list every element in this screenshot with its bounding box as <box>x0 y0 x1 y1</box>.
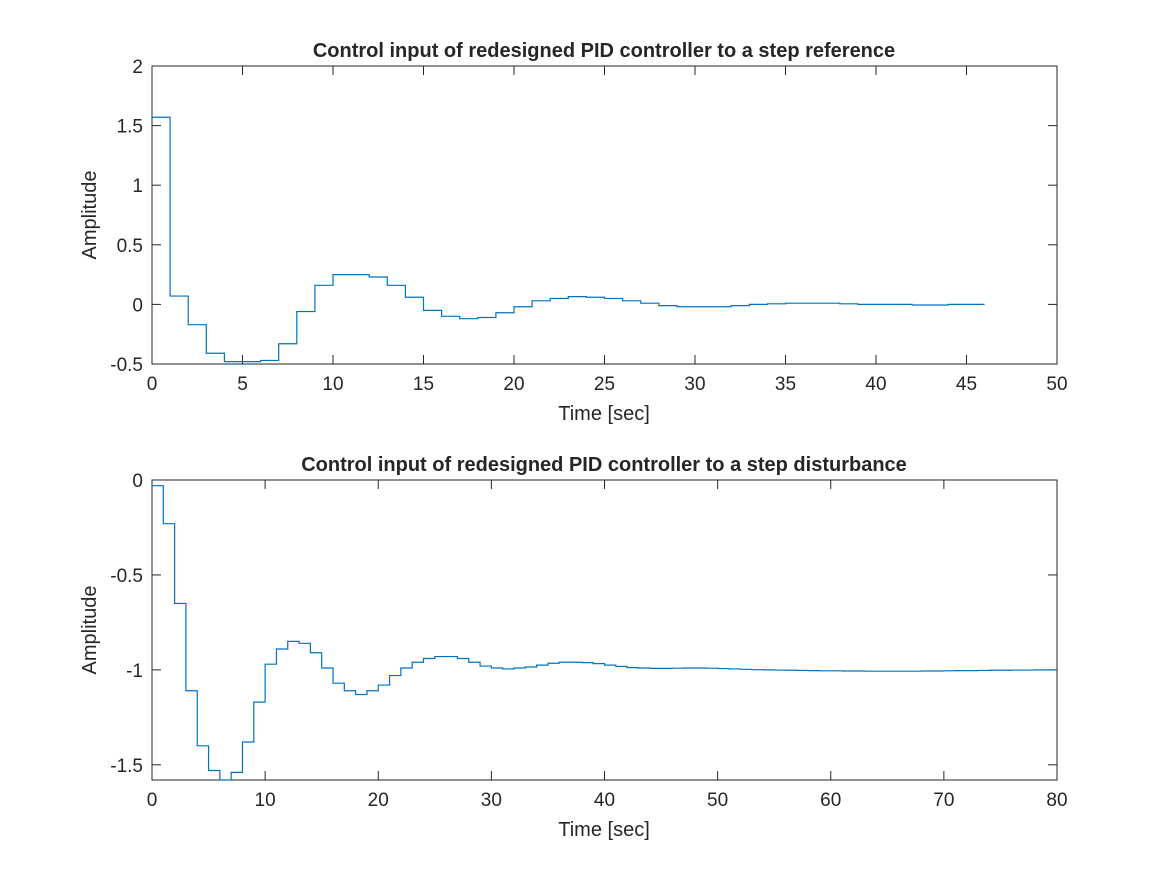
x-tick-label: 50 <box>1046 374 1067 395</box>
x-tick-label: 30 <box>684 374 705 395</box>
x-tick-label: 50 <box>707 790 728 811</box>
x-tick-label: 80 <box>1046 790 1067 811</box>
subplot-step-reference: Control input of redesigned PID controll… <box>79 40 1068 425</box>
x-tick-label: 70 <box>933 790 954 811</box>
subplot-step-disturbance: Control input of redesigned PID controll… <box>79 454 1068 841</box>
x-tick-label: 20 <box>503 374 524 395</box>
y-tick-label: -0.5 <box>110 566 143 587</box>
x-tick-label: 25 <box>594 374 615 395</box>
tick-labels: 0 10 20 30 40 50 60 70 80 -1.5 -1 -0.5 0 <box>110 471 1067 811</box>
x-tick-label: 40 <box>865 374 886 395</box>
x-tick-label: 0 <box>147 790 158 811</box>
x-tick-label: 45 <box>956 374 977 395</box>
y-tick-label: 1 <box>132 176 143 197</box>
axis-ticks <box>151 479 1058 780</box>
y-tick-label: 0.5 <box>117 236 143 257</box>
y-tick-label: 1.5 <box>117 117 143 138</box>
x-axis-label: Time [sec] <box>558 403 650 425</box>
y-tick-label: -1.5 <box>110 756 143 777</box>
axis-ticks <box>151 65 1058 365</box>
x-tick-label: 10 <box>255 790 276 811</box>
x-tick-label: 60 <box>820 790 841 811</box>
y-axis-label: Amplitude <box>79 171 101 260</box>
y-tick-label: 0 <box>132 295 143 316</box>
plot-area <box>151 479 1058 781</box>
x-axis-label: Time [sec] <box>558 819 650 841</box>
y-tick-label: -1 <box>126 661 143 682</box>
x-tick-label: 0 <box>147 374 158 395</box>
x-tick-label: 35 <box>775 374 796 395</box>
y-axis-label: Amplitude <box>79 586 101 675</box>
chart-title: Control input of redesigned PID controll… <box>313 40 895 62</box>
series-line <box>152 485 1057 781</box>
x-tick-label: 40 <box>594 790 615 811</box>
plot-area <box>151 65 1058 365</box>
y-tick-label: 0 <box>132 471 143 492</box>
y-tick-label: 2 <box>132 57 143 78</box>
x-tick-label: 10 <box>322 374 343 395</box>
x-tick-label: 5 <box>237 374 248 395</box>
x-tick-label: 30 <box>481 790 502 811</box>
y-tick-label: -0.5 <box>110 355 143 376</box>
x-tick-label: 15 <box>413 374 434 395</box>
x-tick-label: 20 <box>368 790 389 811</box>
tick-labels: 0 5 10 15 20 25 30 35 40 45 50-0.500.511.52 <box>110 57 1067 395</box>
series-line <box>152 116 985 363</box>
chart-title: Control input of redesigned PID controll… <box>301 454 907 476</box>
